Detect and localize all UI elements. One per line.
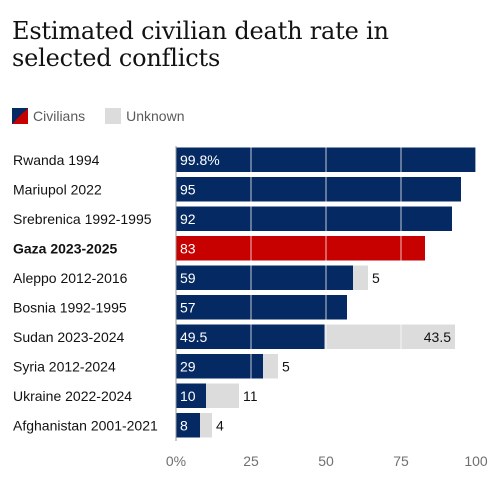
data-label-civilians-mariupol-2022: 95 xyxy=(180,181,196,197)
legend-item-civilians: Civilians xyxy=(12,108,85,124)
legend-item-unknown: Unknown xyxy=(105,108,185,124)
legend-swatch-civilians xyxy=(12,108,28,124)
data-label-civilians-bosnia-1992-1995: 57 xyxy=(180,299,196,315)
bar-civilians-bosnia-1992-1995 xyxy=(176,295,347,320)
bar-civilians-syria-2012-2024 xyxy=(176,354,263,379)
bar-unknown-syria-2012-2024 xyxy=(263,354,278,379)
data-label-unknown-afghanistan-2001-2021: 4 xyxy=(216,417,224,433)
x-tick-label-100: 100 xyxy=(464,453,488,469)
category-label-srebrenica-1992-1995: Srebrenica 1992-1995 xyxy=(13,211,152,227)
data-label-unknown-sudan-2023-2024: 43.5 xyxy=(424,329,451,345)
category-label-aleppo-2012-2016: Aleppo 2012-2016 xyxy=(13,270,128,286)
data-label-unknown-aleppo-2012-2016: 5 xyxy=(372,270,380,286)
chart-title: Estimated civilian death rate in selecte… xyxy=(12,17,389,72)
data-label-civilians-ukraine-2022-2024: 10 xyxy=(180,388,196,404)
bar-civilians-srebrenica-1992-1995 xyxy=(176,206,452,231)
data-label-civilians-rwanda-1994: 99.8% xyxy=(180,152,220,168)
bar-civilians-sudan-2023-2024 xyxy=(176,324,325,349)
legend-label-unknown: Unknown xyxy=(126,108,185,124)
data-label-unknown-ukraine-2022-2024: 11 xyxy=(243,388,258,404)
bar-unknown-ukraine-2022-2024 xyxy=(206,383,239,408)
bar-civilians-aleppo-2012-2016 xyxy=(176,265,353,290)
category-label-mariupol-2022: Mariupol 2022 xyxy=(13,181,102,197)
bar-civilians-mariupol-2022 xyxy=(176,177,461,202)
category-label-sudan-2023-2024: Sudan 2023-2024 xyxy=(13,329,125,345)
bar-civilians-gaza-2023-2025 xyxy=(176,236,425,261)
category-label-afghanistan-2001-2021: Afghanistan 2001-2021 xyxy=(13,417,158,433)
bar-unknown-sudan-2023-2024 xyxy=(324,324,455,349)
bar-civilians-afghanistan-2001-2021 xyxy=(176,413,200,438)
x-tick-label-75: 75 xyxy=(393,453,409,469)
data-label-civilians-srebrenica-1992-1995: 92 xyxy=(180,211,196,227)
category-label-ukraine-2022-2024: Ukraine 2022-2024 xyxy=(13,388,132,404)
bar-unknown-afghanistan-2001-2021 xyxy=(200,413,212,438)
category-label-rwanda-1994: Rwanda 1994 xyxy=(13,152,100,168)
x-tick-label-50: 50 xyxy=(318,453,334,469)
category-label-gaza-2023-2025: Gaza 2023-2025 xyxy=(13,240,118,256)
data-label-civilians-syria-2012-2024: 29 xyxy=(180,358,196,374)
x-tick-label-0: 0% xyxy=(166,453,186,469)
data-label-civilians-gaza-2023-2025: 83 xyxy=(180,240,196,256)
legend-label-civilians: Civilians xyxy=(33,108,86,124)
legend-swatch-unknown xyxy=(105,108,122,124)
bar-unknown-aleppo-2012-2016 xyxy=(353,265,368,290)
x-tick-label-25: 25 xyxy=(243,453,259,469)
category-label-bosnia-1992-1995: Bosnia 1992-1995 xyxy=(13,299,127,315)
category-label-syria-2012-2024: Syria 2012-2024 xyxy=(13,358,116,374)
data-label-civilians-aleppo-2012-2016: 59 xyxy=(180,270,196,286)
legend: Civilians Unknown xyxy=(12,107,205,125)
data-label-civilians-sudan-2023-2024: 49.5 xyxy=(180,329,207,345)
bar-civilians-ukraine-2022-2024 xyxy=(176,383,206,408)
data-label-civilians-afghanistan-2001-2021: 8 xyxy=(180,417,188,433)
data-label-unknown-syria-2012-2024: 5 xyxy=(282,358,290,374)
